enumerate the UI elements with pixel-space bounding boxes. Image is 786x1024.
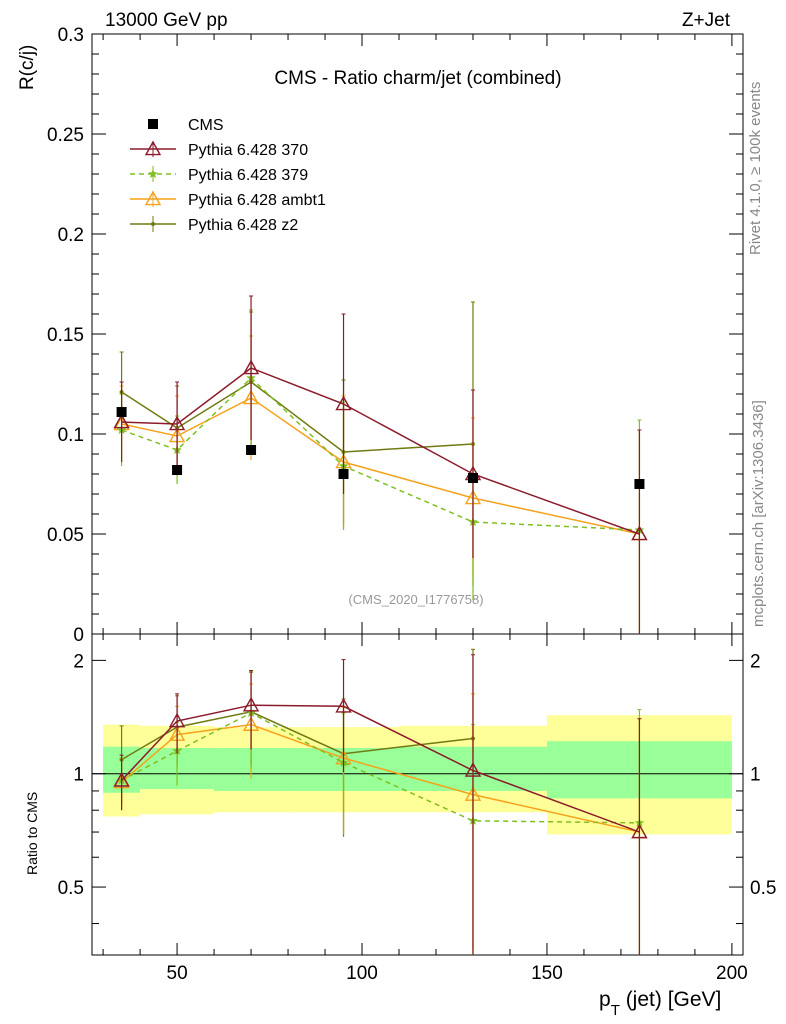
y-tick-label-top: 0.2 bbox=[58, 225, 84, 246]
header-right: Z+Jet bbox=[682, 10, 731, 31]
top-point-p370 bbox=[335, 395, 352, 411]
y-tick-label-top: 0.15 bbox=[47, 325, 84, 346]
analysis-watermark: (CMS_2020_I1776758) bbox=[348, 592, 483, 607]
top-point-cms bbox=[172, 465, 183, 475]
y-axis-label-bottom: Ratio to CMS bbox=[24, 792, 40, 875]
legend-marker-p379 bbox=[148, 169, 158, 178]
y-tick-label-bottom: 2 bbox=[73, 651, 84, 672]
y-tick-label-top: 0.3 bbox=[58, 25, 84, 46]
x-axis-label-subscript: T bbox=[611, 1002, 620, 1019]
x-axis-label-rest: (jet) [GeV] bbox=[620, 988, 722, 1011]
legend-label-ambt1: Pythia 6.428 ambt1 bbox=[188, 192, 326, 209]
top-point-p370 bbox=[631, 525, 648, 541]
plot-title: CMS - Ratio charm/jet (combined) bbox=[274, 68, 561, 89]
top-series-p370 bbox=[113, 295, 648, 634]
uncertainty-bands bbox=[103, 715, 732, 835]
bottom-point-p370 bbox=[168, 712, 186, 728]
rivet-version-label: Rivet 4.1.0, ≥ 100k events bbox=[747, 82, 764, 255]
header-left: 13000 GeV pp bbox=[105, 10, 228, 31]
legend: CMS Pythia 6.428 370 Pythia 6.428 379 Pythi… bbox=[130, 117, 326, 234]
bottom-point-p370 bbox=[242, 696, 260, 712]
legend-entry-p379: Pythia 6.428 379 bbox=[130, 166, 308, 184]
bottom-line-p379 bbox=[121, 712, 640, 824]
legend-label-cms: CMS bbox=[188, 117, 224, 134]
y-tick-label-top: 0.05 bbox=[47, 525, 84, 546]
top-axes: 0 0.05 0.1 0.15 0.2 0.25 0.3 bbox=[47, 25, 744, 646]
top-line-ambt1 bbox=[121, 397, 640, 535]
top-point-cms bbox=[116, 407, 127, 417]
legend-marker-ambt1 bbox=[144, 190, 162, 206]
x-tick-label: 50 bbox=[167, 963, 188, 984]
bottom-point-p370 bbox=[335, 697, 352, 713]
legend-label-z2: Pythia 6.428 z2 bbox=[188, 217, 298, 234]
top-point-cms bbox=[246, 445, 257, 455]
y-tick-label-bottom: 1 bbox=[73, 765, 84, 786]
legend-entry-cms: CMS bbox=[148, 117, 224, 134]
y-axis-label-top: R(c/j) bbox=[17, 45, 38, 90]
bottom-series bbox=[113, 648, 648, 955]
bottom-point-p370 bbox=[464, 762, 482, 777]
top-point-p370 bbox=[242, 359, 260, 375]
bottom-line-ambt1 bbox=[121, 723, 640, 833]
bottom-series-p370 bbox=[113, 654, 648, 955]
x-tick-label: 100 bbox=[346, 963, 378, 984]
y-tick-label-top: 0 bbox=[73, 625, 84, 646]
legend-marker-p370 bbox=[144, 140, 162, 156]
bottom-point-p370 bbox=[631, 823, 648, 839]
bottom-axes: 50 100 150 200 0.5 0.5 1 1 2 2 bbox=[58, 633, 776, 984]
legend-label-p379: Pythia 6.428 379 bbox=[188, 167, 308, 184]
legend-marker-z2 bbox=[151, 222, 155, 226]
y-tick-label-top: 0.1 bbox=[58, 425, 84, 446]
x-tick-label: 200 bbox=[716, 963, 748, 984]
y-tick-label-bottom-right: 2 bbox=[750, 651, 761, 672]
y-tick-label-bottom-right: 0.5 bbox=[750, 878, 776, 899]
legend-entry-p370: Pythia 6.428 370 bbox=[130, 140, 308, 159]
x-axis-label: pT (jet) [GeV] bbox=[599, 988, 721, 1019]
y-tick-label-bottom-right: 1 bbox=[750, 765, 761, 786]
top-line-p370 bbox=[121, 367, 640, 535]
top-point-p370 bbox=[113, 413, 130, 429]
legend-label-p370: Pythia 6.428 370 bbox=[188, 142, 308, 159]
legend-entry-z2: Pythia 6.428 z2 bbox=[130, 216, 298, 234]
top-series-cms bbox=[116, 407, 645, 489]
top-point-cms bbox=[338, 469, 349, 479]
y-tick-label-bottom: 0.5 bbox=[58, 878, 84, 899]
top-series-ambt1 bbox=[113, 335, 648, 634]
bottom-point-p370 bbox=[113, 771, 130, 787]
top-series-z2 bbox=[119, 301, 475, 586]
top-point-cms bbox=[467, 473, 478, 483]
x-tick-label: 150 bbox=[531, 963, 563, 984]
top-line-p379 bbox=[121, 376, 640, 531]
legend-marker-cms bbox=[148, 119, 158, 129]
top-series bbox=[113, 295, 648, 634]
bottom-line-p370 bbox=[121, 704, 640, 833]
top-point-cms bbox=[634, 479, 645, 489]
mcplots-label: mcplots.cern.ch [arXiv:1306.3436] bbox=[750, 400, 767, 627]
x-axis-label-p: p bbox=[599, 988, 611, 1011]
y-tick-label-top: 0.25 bbox=[47, 125, 84, 146]
legend-entry-ambt1: Pythia 6.428 ambt1 bbox=[130, 190, 326, 209]
bottom-frame bbox=[91, 633, 744, 956]
top-point-p370 bbox=[168, 415, 186, 431]
